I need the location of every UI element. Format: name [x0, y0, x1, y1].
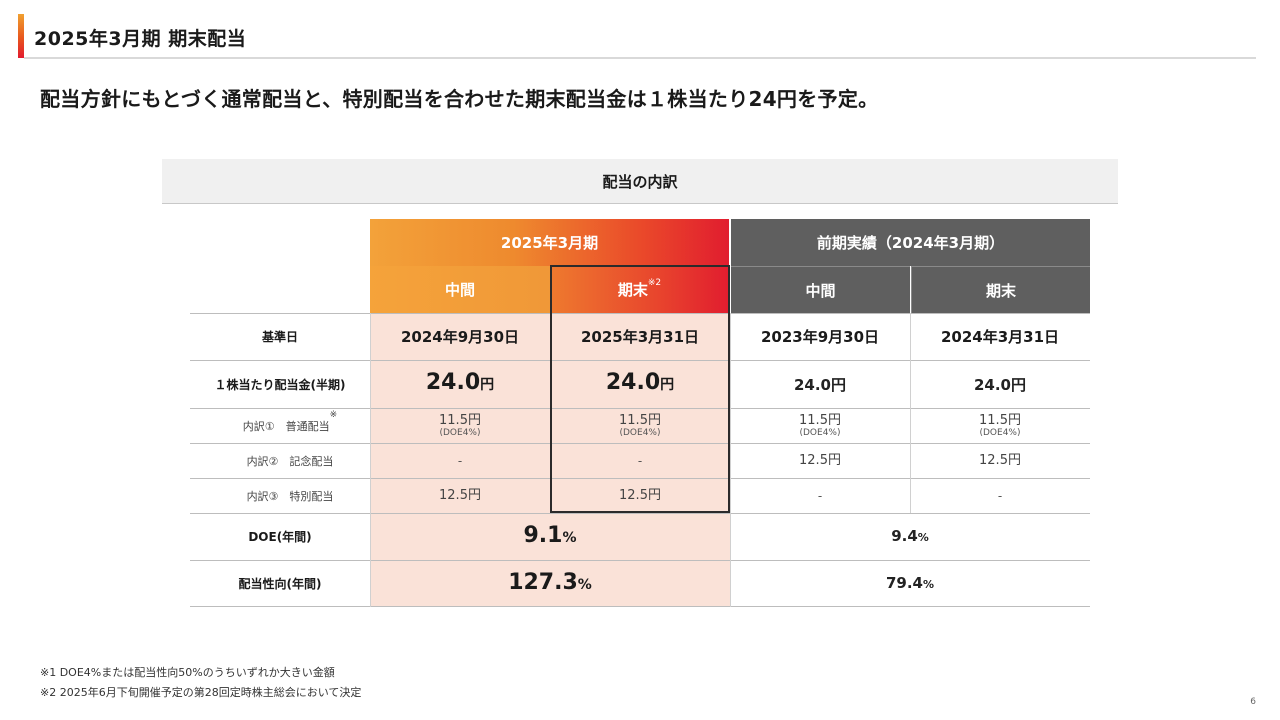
page-title: 2025年3月期 期末配当: [34, 28, 247, 50]
per-share-prev-interim: 24.0円: [793, 375, 846, 394]
col-header-prev-year-end: 期末: [911, 266, 1090, 313]
table-rule: [190, 513, 1090, 514]
payout-current: 127.3%: [370, 560, 730, 607]
ordinary-prev-interim-doe: (DOE4%): [799, 427, 841, 438]
per-share-cur-interim-value: 24.0: [425, 370, 481, 395]
col-header-cur-interim: 中間: [370, 266, 550, 313]
payout-previous-unit: %: [922, 578, 935, 591]
payout-previous: 79.4%: [730, 560, 1090, 607]
headline: 配当方針にもとづく通常配当と、特別配当を合わせた期末配当金は１株当たり24円を予…: [40, 87, 879, 111]
ordinary-cur-interim: 11.5円 (DOE4%): [370, 408, 550, 443]
title-divider: [24, 57, 1256, 59]
doe-current: 9.1%: [370, 513, 730, 560]
ordinary-prev-year-end-doe: (DOE4%): [979, 427, 1021, 438]
ordinary-prev-interim: 11.5円 (DOE4%): [730, 408, 910, 443]
group-header-previous: 前期実績（2024年3月期）: [731, 219, 1090, 266]
ordinary-cur-interim-value: 11.5円: [439, 412, 481, 428]
year-end-highlight-frame: [550, 265, 730, 513]
row-label-per-share: １株当たり配当金(半期): [214, 377, 346, 392]
footnote-ref-2: ※2: [647, 278, 662, 288]
table-col-rule: [730, 313, 731, 607]
per-share-cur-interim: 24.0 円: [370, 360, 550, 408]
footnote-2: ※2 2025年6月下旬開催予定の第28回定時株主総会において決定: [40, 686, 362, 699]
special-cur-interim: 12.5円: [370, 478, 550, 513]
section-title: 配当の内訳: [162, 159, 1118, 204]
doe-current-unit: %: [562, 530, 577, 546]
footnote-1: ※1 DOE4%または配当性向50%のうちいずれか大きい金額: [40, 666, 335, 679]
table-col-rule: [370, 313, 371, 607]
table-col-rule: [910, 313, 911, 513]
group-header-current: 2025年3月期: [370, 219, 729, 266]
table-rule: [190, 478, 1090, 479]
table-rule: [190, 313, 1090, 314]
table-rule: [190, 606, 1090, 607]
special-prev-interim: -: [817, 488, 823, 503]
table-rule: [190, 560, 1090, 561]
doe-previous-value: 9.4: [891, 527, 918, 545]
row-label-ordinary: 内訳① 普通配当 ※: [190, 408, 370, 443]
record-date-prev-year-end: 2024年3月31日: [940, 328, 1060, 346]
payout-current-unit: %: [577, 577, 592, 593]
col-header-cur-year-end: 期末 ※2: [550, 266, 729, 313]
table-rule: [190, 443, 1090, 444]
per-share-cur-year-end-unit: 円: [660, 377, 675, 393]
table-rule: [190, 360, 1090, 361]
record-date-cur-year-end: 2025年3月31日: [550, 313, 730, 360]
page-number: 6: [1250, 697, 1256, 707]
record-date-cur-interim: 2024年9月30日: [370, 313, 550, 360]
doe-previous-unit: %: [917, 531, 929, 544]
commemorative-prev-year-end: 12.5円: [979, 453, 1021, 468]
row-label-ordinary-text: 内訳① 普通配当: [242, 419, 330, 433]
per-share-cur-year-end-value: 24.0: [605, 370, 661, 395]
row-label-commemorative: 内訳② 記念配当: [246, 454, 334, 468]
row-label-doe: DOE(年間): [248, 530, 312, 544]
per-share-cur-interim-unit: 円: [480, 377, 495, 393]
commemorative-cur-interim: -: [370, 443, 550, 478]
payout-current-value: 127.3: [508, 570, 578, 595]
per-share-prev-year-end: 24.0円: [973, 375, 1026, 394]
row-label-special: 内訳③ 特別配当: [246, 489, 334, 503]
ordinary-cur-interim-doe: (DOE4%): [439, 427, 481, 438]
col-header-cur-year-end-label: 期末: [617, 281, 648, 299]
record-date-prev-interim: 2023年9月30日: [760, 328, 880, 346]
ordinary-cur-year-end-value: 11.5円: [619, 412, 661, 428]
ordinary-prev-interim-value: 11.5円: [799, 412, 841, 428]
table-rule: [190, 408, 1090, 409]
row-label-record-date: 基準日: [261, 330, 298, 344]
ordinary-prev-year-end-value: 11.5円: [979, 412, 1021, 428]
col-header-prev-interim: 中間: [731, 266, 910, 313]
ordinary-cur-year-end-doe: (DOE4%): [619, 427, 661, 438]
title-accent-bar: [18, 14, 24, 58]
commemorative-prev-interim: 12.5円: [799, 453, 841, 468]
footnote-ref-1: ※: [329, 410, 338, 420]
ordinary-prev-year-end: 11.5円 (DOE4%): [910, 408, 1090, 443]
doe-previous: 9.4%: [730, 513, 1090, 560]
ordinary-cur-year-end: 11.5円 (DOE4%): [550, 408, 730, 443]
doe-current-value: 9.1: [523, 523, 563, 548]
commemorative-cur-year-end: -: [550, 443, 730, 478]
payout-previous-value: 79.4: [885, 574, 923, 592]
special-cur-year-end: 12.5円: [550, 478, 730, 513]
row-label-payout: 配当性向(年間): [238, 577, 322, 591]
per-share-cur-year-end: 24.0 円: [550, 360, 730, 408]
special-prev-year-end: -: [997, 488, 1003, 503]
